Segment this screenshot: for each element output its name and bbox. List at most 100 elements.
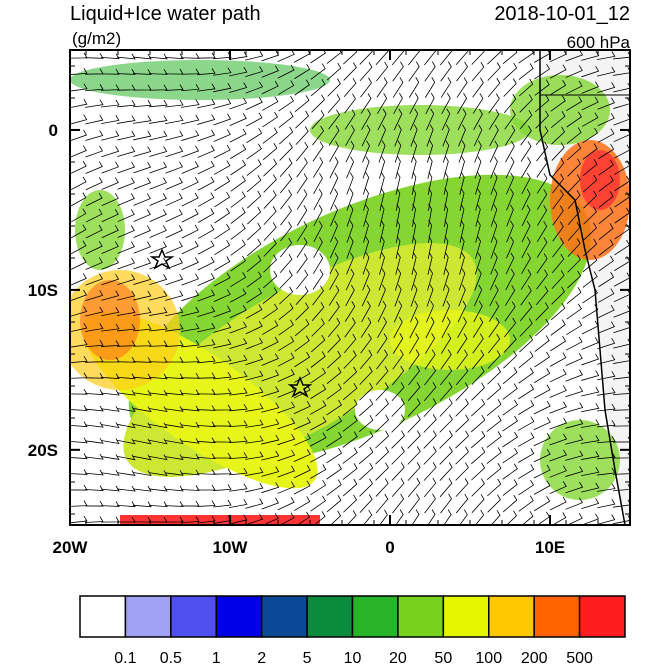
wind-barb — [342, 463, 358, 480]
wind-barb — [197, 256, 215, 271]
wind-barb — [408, 77, 420, 98]
wind-barb — [457, 316, 467, 339]
wind-barb — [342, 447, 358, 464]
wind-barb — [567, 142, 582, 161]
wind-barb — [361, 300, 371, 323]
wind-barb — [536, 269, 548, 290]
wind-barb — [598, 175, 614, 192]
wind-barb — [613, 515, 630, 525]
wind-barb — [439, 462, 453, 481]
wind-barb — [597, 82, 616, 94]
wind-barb — [294, 335, 310, 352]
wind-barb — [133, 209, 151, 222]
wind-barb — [164, 84, 184, 91]
wind-barb — [488, 109, 500, 130]
wind-barb — [181, 453, 200, 460]
wind-barb — [262, 270, 278, 289]
wind-barb — [229, 82, 248, 93]
wind-barb — [613, 113, 630, 126]
wind-barb — [471, 382, 485, 401]
wind-barb — [517, 416, 535, 431]
wind-barb — [581, 81, 599, 94]
wind-barb — [549, 385, 567, 398]
wind-barb — [362, 140, 370, 163]
colorbar-box — [306, 595, 354, 638]
colorbar-label: 2 — [257, 650, 266, 667]
wind-barb — [133, 225, 151, 238]
wind-barb — [455, 430, 470, 449]
wind-barb — [326, 62, 342, 81]
wind-barb — [229, 338, 248, 349]
level: 600 hPa — [567, 33, 631, 52]
wind-barb — [456, 333, 468, 354]
wind-barb — [521, 511, 534, 525]
wind-barb — [197, 224, 215, 239]
wind-barb — [165, 209, 183, 223]
wind-barb — [278, 336, 295, 352]
wind-barb — [596, 420, 616, 428]
wind-barb — [567, 270, 582, 289]
wind-barb — [100, 501, 120, 507]
wind-barb — [471, 366, 485, 385]
wind-barb — [612, 468, 630, 475]
wind-barb — [597, 288, 615, 303]
wind-barb — [519, 78, 534, 97]
wind-barb — [310, 351, 326, 368]
wind-barb — [246, 128, 263, 144]
wind-barb — [375, 462, 389, 481]
wind-barb — [475, 220, 481, 243]
colorbar-label: 100 — [475, 650, 502, 667]
y-tick-label: 0 — [49, 121, 58, 140]
wind-barb — [489, 268, 499, 291]
wind-barb — [164, 53, 184, 60]
wind-barb — [361, 284, 371, 307]
wind-barb — [565, 336, 583, 351]
colorbar-label: 20 — [389, 650, 407, 667]
wind-barb — [343, 50, 358, 65]
wind-barb — [212, 420, 232, 427]
wind-barb — [328, 125, 340, 146]
wind-barb — [613, 67, 630, 76]
wind-barb — [581, 337, 599, 350]
wind-barb — [181, 469, 200, 476]
wind-barb — [278, 80, 295, 95]
wind-barb — [70, 306, 88, 317]
wind-barb — [181, 437, 200, 444]
wind-barb — [279, 126, 294, 145]
wind-barb — [375, 50, 389, 65]
wind-barb — [101, 257, 119, 270]
wind-barb — [506, 220, 514, 243]
wind-barb — [518, 63, 534, 80]
wind-barb — [213, 82, 232, 93]
wind-barb — [165, 177, 183, 190]
frame — [69, 49, 631, 526]
wind-barb — [358, 446, 374, 465]
wind-barb — [549, 433, 568, 446]
wind-barb — [245, 50, 264, 61]
wind-barb — [346, 252, 354, 275]
wind-barb — [612, 404, 630, 411]
wind-barb — [581, 65, 600, 78]
wind-barb — [597, 403, 616, 412]
wind-barb — [455, 478, 469, 497]
wind-barb — [132, 501, 152, 508]
wind-barb — [229, 467, 248, 476]
wind-barb — [294, 318, 310, 337]
wind-barb — [490, 236, 498, 259]
wind-barb — [148, 340, 168, 347]
title: Liquid+Ice water path — [70, 3, 261, 25]
wind-barb — [181, 99, 200, 108]
wind-barb — [393, 92, 403, 115]
wind-barb — [550, 111, 566, 129]
wind-barb — [310, 367, 326, 384]
wind-barb — [378, 124, 387, 147]
wind-barb — [488, 333, 501, 354]
wind-barb — [311, 318, 325, 337]
wind-barb — [597, 498, 616, 509]
wind-barb — [278, 319, 294, 336]
wind-barb — [279, 254, 293, 274]
colorbar-box — [488, 595, 535, 638]
wind-barb — [197, 114, 216, 125]
wind-barb — [296, 269, 309, 290]
wind-barb — [487, 50, 502, 65]
